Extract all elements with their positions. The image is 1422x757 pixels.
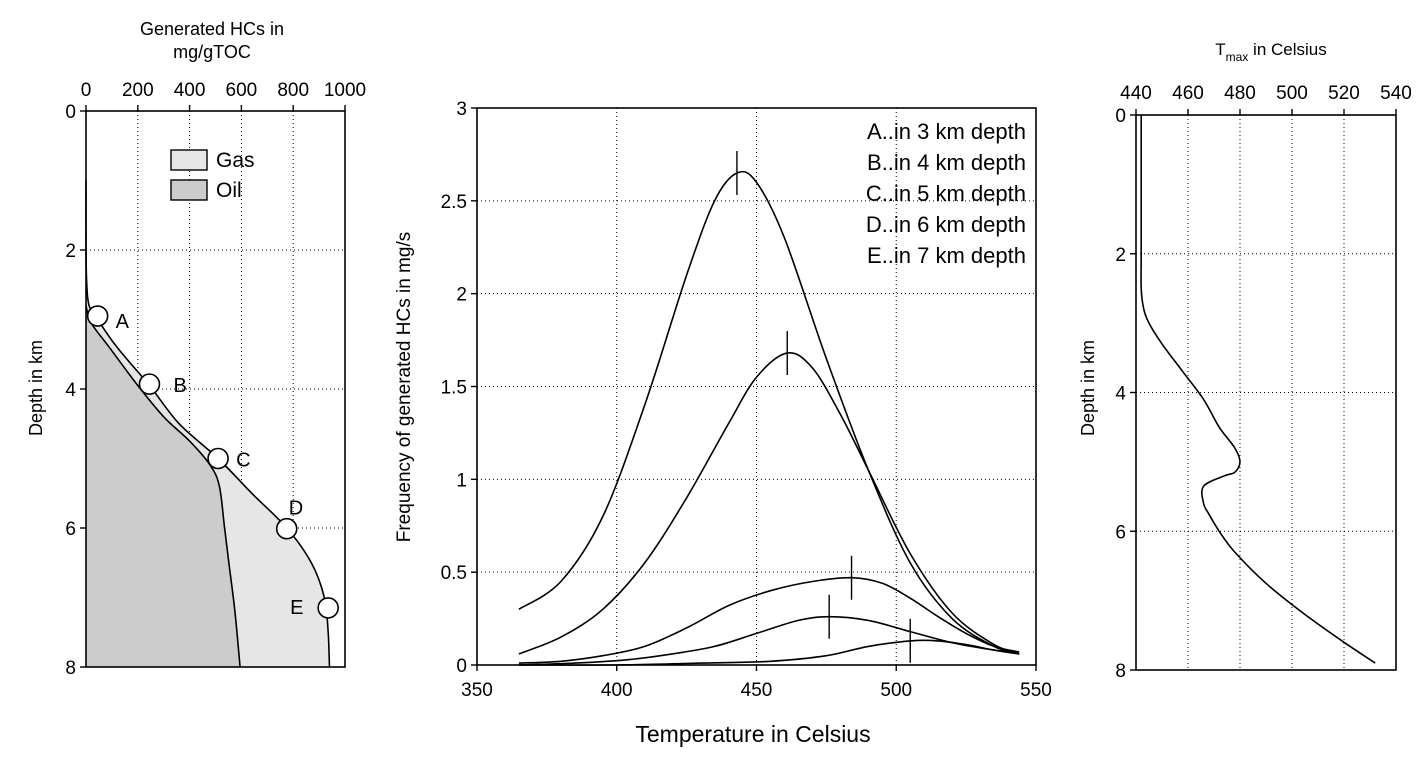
y-tick-label: 2.5 bbox=[441, 192, 467, 213]
x-tick-label: 350 bbox=[461, 680, 493, 701]
marker-label-b: B bbox=[173, 375, 186, 397]
y-tick-label: 8 bbox=[1115, 661, 1126, 682]
hc-depth-title-line2: mg/gTOC bbox=[173, 42, 251, 62]
marker-a bbox=[86, 305, 109, 327]
tmax-ylabel: Depth in km bbox=[1078, 340, 1098, 436]
legend-entry-b: B..in 4 km depth bbox=[867, 150, 1026, 175]
frequency-panel: 350 400 450 500 550 0 0.5 1 1.5 2 2.5 3 Temperatur… bbox=[394, 99, 1052, 747]
x-tick-label: 500 bbox=[1276, 83, 1308, 104]
marker-label-e: E bbox=[290, 597, 303, 619]
y-tick-label: 8 bbox=[65, 658, 76, 679]
tmax-curve bbox=[1140, 115, 1376, 664]
marker-label-a: A bbox=[116, 311, 130, 333]
marker-label-d: D bbox=[289, 498, 303, 520]
y-tick-label: 2 bbox=[65, 241, 76, 262]
x-tick-label: 1000 bbox=[324, 80, 366, 101]
total-hc-curve bbox=[85, 180, 331, 668]
x-tick-label: 460 bbox=[1172, 83, 1204, 104]
hc-depth-ylabel: Depth in km bbox=[26, 340, 46, 436]
legend-entry-c: C..in 5 km depth bbox=[866, 181, 1026, 206]
y-tick-label: 1.5 bbox=[441, 378, 467, 399]
y-tick-label: 2 bbox=[456, 285, 467, 306]
tmax-depth-panel: Tmax in Celsius 440 460 480 500 520 540 0 2 4 6 8… bbox=[1078, 40, 1412, 682]
y-tick-label: 4 bbox=[1115, 384, 1126, 405]
y-tick-label: 2 bbox=[1115, 245, 1126, 266]
y-tick-label: 0 bbox=[456, 656, 467, 677]
x-tick-label: 400 bbox=[601, 680, 633, 701]
y-tick-label: 3 bbox=[456, 99, 467, 120]
y-tick-label: 0.5 bbox=[441, 563, 467, 584]
legend-swatch-oil bbox=[170, 179, 208, 201]
marker-c bbox=[207, 447, 229, 470]
y-tick-label: 6 bbox=[65, 519, 76, 540]
x-tick-label: 0 bbox=[81, 80, 92, 101]
marker-e bbox=[317, 597, 339, 619]
x-tick-label: 450 bbox=[741, 680, 773, 701]
y-tick-label: 0 bbox=[1115, 106, 1126, 127]
hc-depth-panel: Generated HCs in mg/gTOC 0 200 400 600 800 10… bbox=[26, 19, 366, 679]
y-tick-label: 0 bbox=[65, 102, 76, 123]
x-tick-label: 440 bbox=[1120, 83, 1152, 104]
y-tick-label: 1 bbox=[456, 470, 467, 491]
oil-curve bbox=[85, 305, 241, 668]
series-c-line bbox=[518, 576, 1020, 664]
y-tick-label: 6 bbox=[1115, 522, 1126, 543]
x-tick-label: 800 bbox=[277, 80, 309, 101]
oil-area bbox=[86, 305, 241, 667]
marker-d bbox=[275, 517, 298, 540]
series-b-line bbox=[518, 352, 1020, 655]
x-tick-label: 480 bbox=[1224, 83, 1256, 104]
x-tick-label: 550 bbox=[1020, 680, 1052, 701]
legend-entry-e: E..in 7 km depth bbox=[867, 243, 1026, 268]
x-tick-label: 500 bbox=[880, 680, 912, 701]
marker-b bbox=[138, 373, 161, 395]
y-tick-label: 4 bbox=[65, 380, 76, 401]
legend-entry-d: D..in 6 km depth bbox=[866, 212, 1026, 237]
x-tick-label: 400 bbox=[174, 80, 206, 101]
legend-label-oil: Oil bbox=[216, 179, 242, 202]
hc-depth-title-line1: Generated HCs in bbox=[140, 19, 284, 39]
series-a-line bbox=[518, 170, 1020, 655]
x-tick-label: 600 bbox=[226, 80, 258, 101]
legend-swatch-gas bbox=[170, 149, 208, 171]
x-tick-label: 520 bbox=[1328, 83, 1360, 104]
x-tick-label: 200 bbox=[122, 80, 154, 101]
marker-label-c: C bbox=[236, 450, 250, 472]
tmax-title: Tmax in Celsius bbox=[1215, 40, 1326, 64]
legend-label-gas: Gas bbox=[216, 149, 255, 172]
x-tick-label: 540 bbox=[1380, 83, 1412, 104]
frequency-xlabel: Temperature in Celsius bbox=[635, 721, 870, 747]
legend-entry-a: A..in 3 km depth bbox=[867, 119, 1026, 144]
frequency-ylabel: Frequency of generated HCs in mg/s bbox=[394, 232, 415, 543]
